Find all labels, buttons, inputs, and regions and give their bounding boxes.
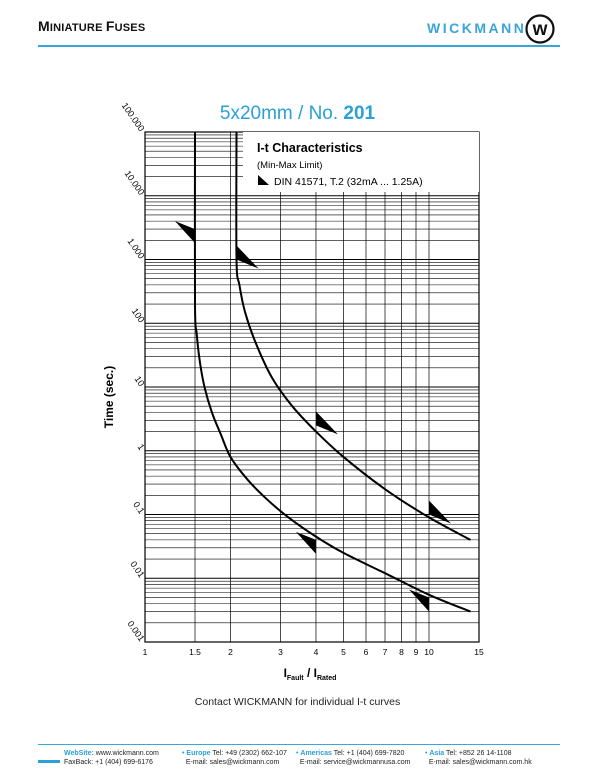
footer-rule [38, 744, 560, 745]
chart-curves [193, 131, 471, 613]
legend-box [243, 132, 479, 192]
svg-text:w: w [532, 19, 548, 40]
footer-website: WebSite: www.wickmann.com FaxBack: +1 (4… [64, 750, 159, 766]
limit-marker-icon [295, 531, 316, 554]
x-tick-label: 2 [228, 647, 233, 657]
doc-title: MINIATURE FUSES [38, 18, 146, 34]
footer-asia: • Asia Tel: +852 26 14-1108 E-mail: sale… [425, 750, 532, 766]
legend-marker-icon [258, 175, 269, 185]
x-tick-label: 8 [399, 647, 404, 657]
legend-title: I-t Characteristics [257, 141, 363, 155]
x-tick-label: 10 [424, 647, 434, 657]
limit-marker-icon [428, 500, 451, 524]
y-tick-label: 10 [133, 374, 147, 388]
americas-email[interactable]: E-mail: service@wickmannusa.com [299, 759, 411, 766]
chart-grid [144, 131, 480, 643]
contact-note: Contact WICKMANN for individual I-t curv… [194, 696, 401, 708]
y-tick-label: 1 [135, 442, 146, 452]
legend-entry: DIN 41571, T.2 (32mA ... 1.25A) [274, 176, 423, 188]
y-tick-label: 100 [130, 306, 147, 324]
y-tick-label: 0.01 [128, 559, 146, 579]
y-tick-label: 100.000 [120, 101, 147, 133]
x-tick-label: 5 [341, 647, 346, 657]
website-link[interactable]: www.wickmann.com [95, 750, 159, 757]
europe-email[interactable]: E-mail: sales@wickmann.com [185, 759, 280, 766]
chart-title: 5x20mm / No. 201 [219, 103, 376, 124]
x-axis-label: IFault / IRated [284, 666, 337, 682]
footer-stripe [38, 760, 60, 763]
x-tick-label: 4 [314, 647, 319, 657]
footer-americas: • Americas Tel: +1 (404) 699-7820 E-mail… [296, 750, 411, 766]
x-tick-label: 15 [474, 647, 484, 657]
curve-min [193, 131, 471, 613]
header-rule [38, 45, 560, 47]
x-tick-label: 9 [414, 647, 419, 657]
y-tick-label: 0.1 [131, 500, 146, 516]
x-tick-label: 1 [143, 647, 148, 657]
y-tick-label: 1.000 [125, 236, 146, 260]
x-tick-label: 1.5 [189, 647, 201, 657]
limit-marker-icon [175, 221, 196, 244]
chart-markers [175, 221, 451, 612]
asia-email[interactable]: E-mail: sales@wickmann.com.hk [428, 759, 532, 766]
y-axis-label: Time (sec.) [102, 366, 116, 428]
footer-europe: • Europe Tel: +49 (2302) 662-107 E-mail:… [182, 750, 287, 766]
wickmann-logo-icon: w [525, 14, 555, 44]
limit-marker-icon [315, 411, 338, 435]
x-tick-label: 3 [278, 647, 283, 657]
legend-subtitle: (Min-Max Limit) [257, 160, 322, 171]
curve-max [235, 131, 471, 541]
x-tick-label: 6 [364, 647, 369, 657]
y-tick-label: 0.001 [125, 619, 146, 643]
x-tick-label: 7 [383, 647, 388, 657]
limit-marker-icon [408, 589, 429, 612]
y-tick-label: 10.000 [123, 169, 147, 197]
limit-marker-icon [236, 245, 259, 269]
brand-name: WICKMANN [427, 20, 527, 36]
